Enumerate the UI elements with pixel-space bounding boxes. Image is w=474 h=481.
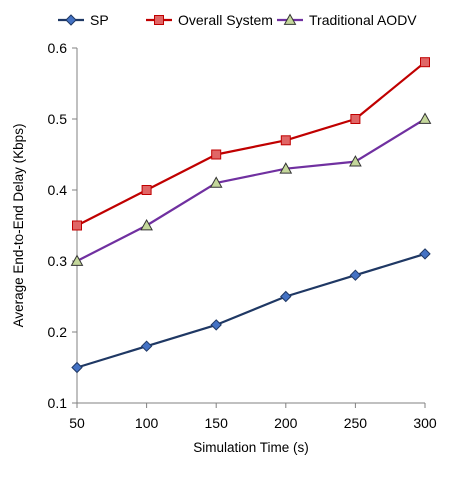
x-tick-label: 300 xyxy=(413,415,437,431)
legend-label: SP xyxy=(90,12,109,28)
series-sp xyxy=(71,248,431,374)
legend-item-overall-system: Overall System xyxy=(146,12,273,28)
y-tick-label: 0.5 xyxy=(48,111,68,127)
legend: SP Overall System Traditional AODV xyxy=(58,12,417,28)
data-point-marker xyxy=(349,269,362,281)
plot-axes: 0.1 0.2 0.3 0.4 0.5 0.6 50 100 150 200 250 300 xyxy=(48,40,437,431)
data-point-marker xyxy=(279,162,293,174)
y-tick-label: 0.1 xyxy=(48,395,68,411)
legend-marker xyxy=(154,15,164,25)
legend-marker xyxy=(65,14,77,26)
data-point-marker xyxy=(141,185,152,195)
data-point-marker xyxy=(211,149,222,160)
y-tick-label: 0.3 xyxy=(48,253,68,269)
legend-label: Traditional AODV xyxy=(309,12,417,28)
x-tick-label: 150 xyxy=(205,415,229,431)
data-point-marker xyxy=(140,218,153,231)
y-axis-title: Average End-to-End Delay (Kbps) xyxy=(11,124,26,328)
data-point-marker xyxy=(210,319,222,331)
legend-item-traditional-aodv: Traditional AODV xyxy=(277,12,417,28)
data-point-marker xyxy=(419,248,431,260)
data-point-marker xyxy=(418,112,432,124)
legend-label: Overall System xyxy=(178,12,273,28)
x-tick-label: 50 xyxy=(69,415,85,431)
y-tick-label: 0.2 xyxy=(48,324,68,340)
data-point-marker xyxy=(140,340,153,352)
x-tick-label: 200 xyxy=(274,415,298,431)
y-tick-label: 0.4 xyxy=(48,182,68,198)
y-tick-label: 0.6 xyxy=(48,40,68,56)
data-point-marker xyxy=(280,290,292,303)
data-point-marker xyxy=(209,176,223,188)
data-point-marker xyxy=(349,155,362,167)
series-line xyxy=(76,252,426,369)
x-axis-title: Simulation Time (s) xyxy=(193,440,309,455)
data-point-marker xyxy=(420,57,430,68)
series-layer xyxy=(70,57,432,374)
data-point-marker xyxy=(70,254,84,266)
series-line xyxy=(76,61,426,227)
data-point-marker xyxy=(280,135,291,146)
data-point-marker xyxy=(350,114,361,124)
x-tick-label: 100 xyxy=(135,415,159,431)
legend-marker xyxy=(283,13,297,25)
series-traditional-aodv xyxy=(70,112,432,266)
data-point-marker xyxy=(72,220,82,231)
x-tick-label: 250 xyxy=(344,415,368,431)
data-point-marker xyxy=(71,361,83,374)
legend-item-sp: SP xyxy=(58,12,109,28)
series-line xyxy=(76,118,426,262)
series-overall-system xyxy=(72,57,430,231)
